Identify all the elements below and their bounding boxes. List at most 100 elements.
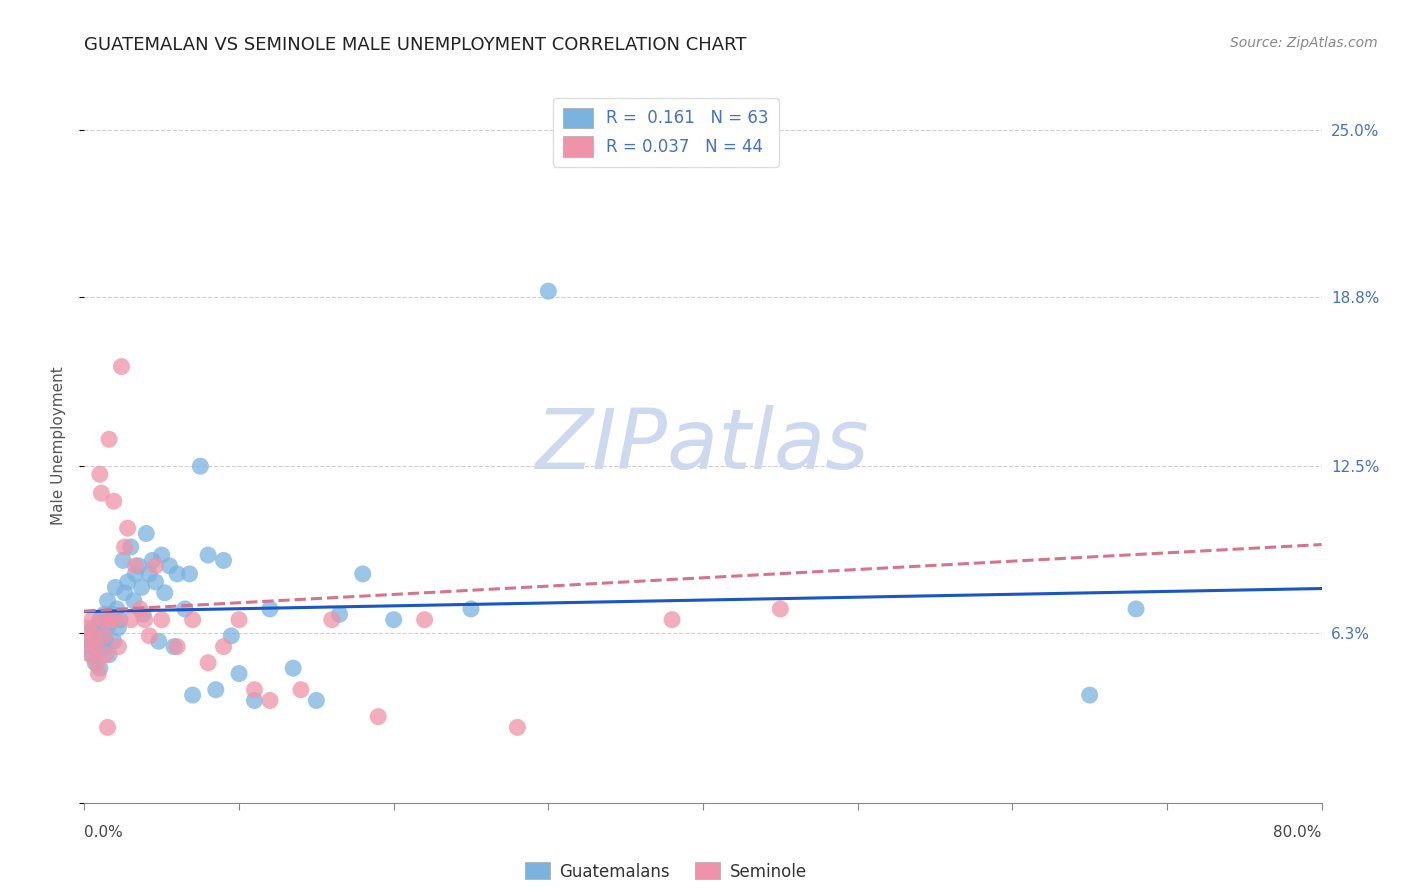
Point [79, 648, 101, 662]
Text: GUATEMALAN VS SEMINOLE MALE UNEMPLOYMENT CORRELATION CHART: GUATEMALAN VS SEMINOLE MALE UNEMPLOYMENT… [84, 36, 747, 54]
Point [97, 594, 120, 608]
Point [104, 580, 127, 594]
Point [166, 566, 188, 581]
Point [98, 648, 121, 662]
Point [93, 629, 115, 643]
Point [166, 640, 188, 654]
Point [163, 640, 186, 654]
Point [82, 648, 104, 662]
Point [83, 621, 105, 635]
Point [117, 521, 139, 535]
Point [94, 648, 117, 662]
Point [84, 634, 107, 648]
Point [105, 602, 128, 616]
Point [159, 558, 181, 573]
Point [150, 613, 173, 627]
Point [101, 607, 124, 622]
Point [150, 548, 173, 562]
Point [228, 666, 250, 681]
Point [305, 693, 328, 707]
Point [117, 574, 139, 589]
Point [122, 594, 145, 608]
Point [197, 548, 219, 562]
Point [134, 613, 156, 627]
Point [114, 540, 136, 554]
Point [179, 566, 201, 581]
Point [87, 666, 110, 681]
Text: ZIPatlas: ZIPatlas [536, 406, 870, 486]
Point [138, 629, 160, 643]
Point [145, 574, 167, 589]
Point [124, 566, 146, 581]
Point [212, 640, 235, 654]
Text: 80.0%: 80.0% [1274, 825, 1322, 840]
Point [132, 607, 155, 622]
Point [228, 613, 250, 627]
Point [141, 553, 163, 567]
Point [1125, 602, 1147, 616]
Point [93, 640, 115, 654]
Point [769, 602, 792, 616]
Point [91, 613, 114, 627]
Point [145, 558, 167, 573]
Point [128, 558, 150, 573]
Point [112, 553, 135, 567]
Point [103, 634, 125, 648]
Point [76, 626, 98, 640]
Point [321, 613, 343, 627]
Point [131, 580, 153, 594]
Point [352, 566, 374, 581]
Legend: Guatemalans, Seminole: Guatemalans, Seminole [517, 855, 814, 888]
Text: Source: ZipAtlas.com: Source: ZipAtlas.com [1230, 36, 1378, 50]
Point [89, 661, 111, 675]
Point [259, 602, 281, 616]
Y-axis label: Male Unemployment: Male Unemployment [51, 367, 66, 525]
Point [97, 621, 120, 635]
Point [188, 459, 212, 474]
Point [89, 613, 111, 627]
Point [153, 586, 176, 600]
Point [90, 486, 112, 500]
Point [290, 682, 312, 697]
Point [104, 613, 127, 627]
Point [148, 634, 170, 648]
Point [86, 624, 108, 638]
Point [181, 688, 204, 702]
Point [107, 621, 129, 635]
Point [506, 720, 529, 734]
Point [110, 359, 132, 374]
Point [86, 656, 108, 670]
Point [243, 693, 266, 707]
Point [79, 634, 101, 648]
Point [89, 467, 111, 482]
Point [283, 661, 305, 675]
Point [129, 602, 152, 616]
Point [382, 613, 405, 627]
Point [181, 613, 204, 627]
Point [108, 613, 131, 627]
Point [77, 634, 100, 648]
Point [135, 526, 157, 541]
Point [1078, 688, 1101, 702]
Point [87, 645, 110, 659]
Point [661, 613, 683, 627]
Point [103, 494, 125, 508]
Point [120, 613, 142, 627]
Point [94, 634, 117, 648]
Point [205, 682, 228, 697]
Point [107, 640, 129, 654]
Point [84, 640, 107, 654]
Point [138, 566, 160, 581]
Point [197, 656, 219, 670]
Text: 0.0%: 0.0% [84, 825, 124, 840]
Point [77, 640, 100, 654]
Point [460, 602, 482, 616]
Point [93, 607, 115, 622]
Point [221, 629, 243, 643]
Point [124, 558, 146, 573]
Point [114, 586, 136, 600]
Point [84, 656, 107, 670]
Point [174, 602, 197, 616]
Point [76, 621, 98, 635]
Point [537, 284, 560, 298]
